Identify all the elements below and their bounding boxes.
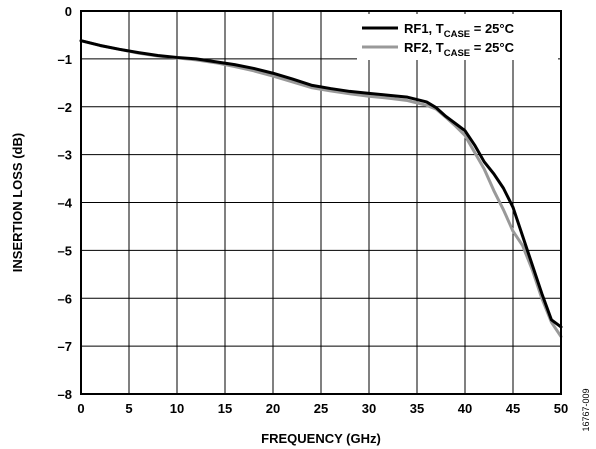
plot-frame: [80, 10, 562, 395]
series-lines: [79, 39, 563, 339]
x-tick-label: 35: [410, 401, 424, 416]
y-tick-label: –2: [58, 100, 72, 115]
y-tick-label: –3: [58, 148, 72, 163]
y-tick-label: –4: [58, 196, 73, 211]
x-tick-label: 10: [170, 401, 184, 416]
x-tick-label: 5: [125, 401, 132, 416]
x-tick-label: 40: [458, 401, 472, 416]
y-tick-label: –8: [58, 387, 72, 402]
y-tick-label: –6: [58, 291, 72, 306]
figure-id: 16767-009: [581, 388, 591, 431]
x-tick-label: 25: [314, 401, 328, 416]
x-tick-label: 50: [554, 401, 568, 416]
y-tick-label: –1: [58, 52, 72, 67]
y-tick-label: 0: [65, 4, 72, 19]
legend-box: [357, 14, 558, 60]
y-tick-labels: 0 –1 –2 –3 –4 –5 –6 –7 –8: [58, 4, 73, 402]
x-axis-label: FREQUENCY (GHz): [261, 431, 381, 446]
x-tick-label: 20: [266, 401, 280, 416]
x-tick-label: 45: [506, 401, 520, 416]
x-tick-label: 30: [362, 401, 376, 416]
legend-label: RF1, TCASE = 25°C: [404, 21, 515, 40]
x-tick-label: 15: [218, 401, 232, 416]
grid-lines: [81, 11, 561, 394]
legend-label: RF2, TCASE = 25°C: [404, 40, 515, 59]
y-tick-label: –7: [58, 339, 72, 354]
y-axis-label: INSERTION LOSS (dB): [10, 133, 25, 272]
x-tick-label: 0: [77, 401, 84, 416]
series-line-1: [79, 39, 563, 329]
x-tick-labels: 0 5 10 15 20 25 30 35 40 45 50: [77, 401, 568, 416]
y-tick-label: –5: [58, 243, 72, 258]
